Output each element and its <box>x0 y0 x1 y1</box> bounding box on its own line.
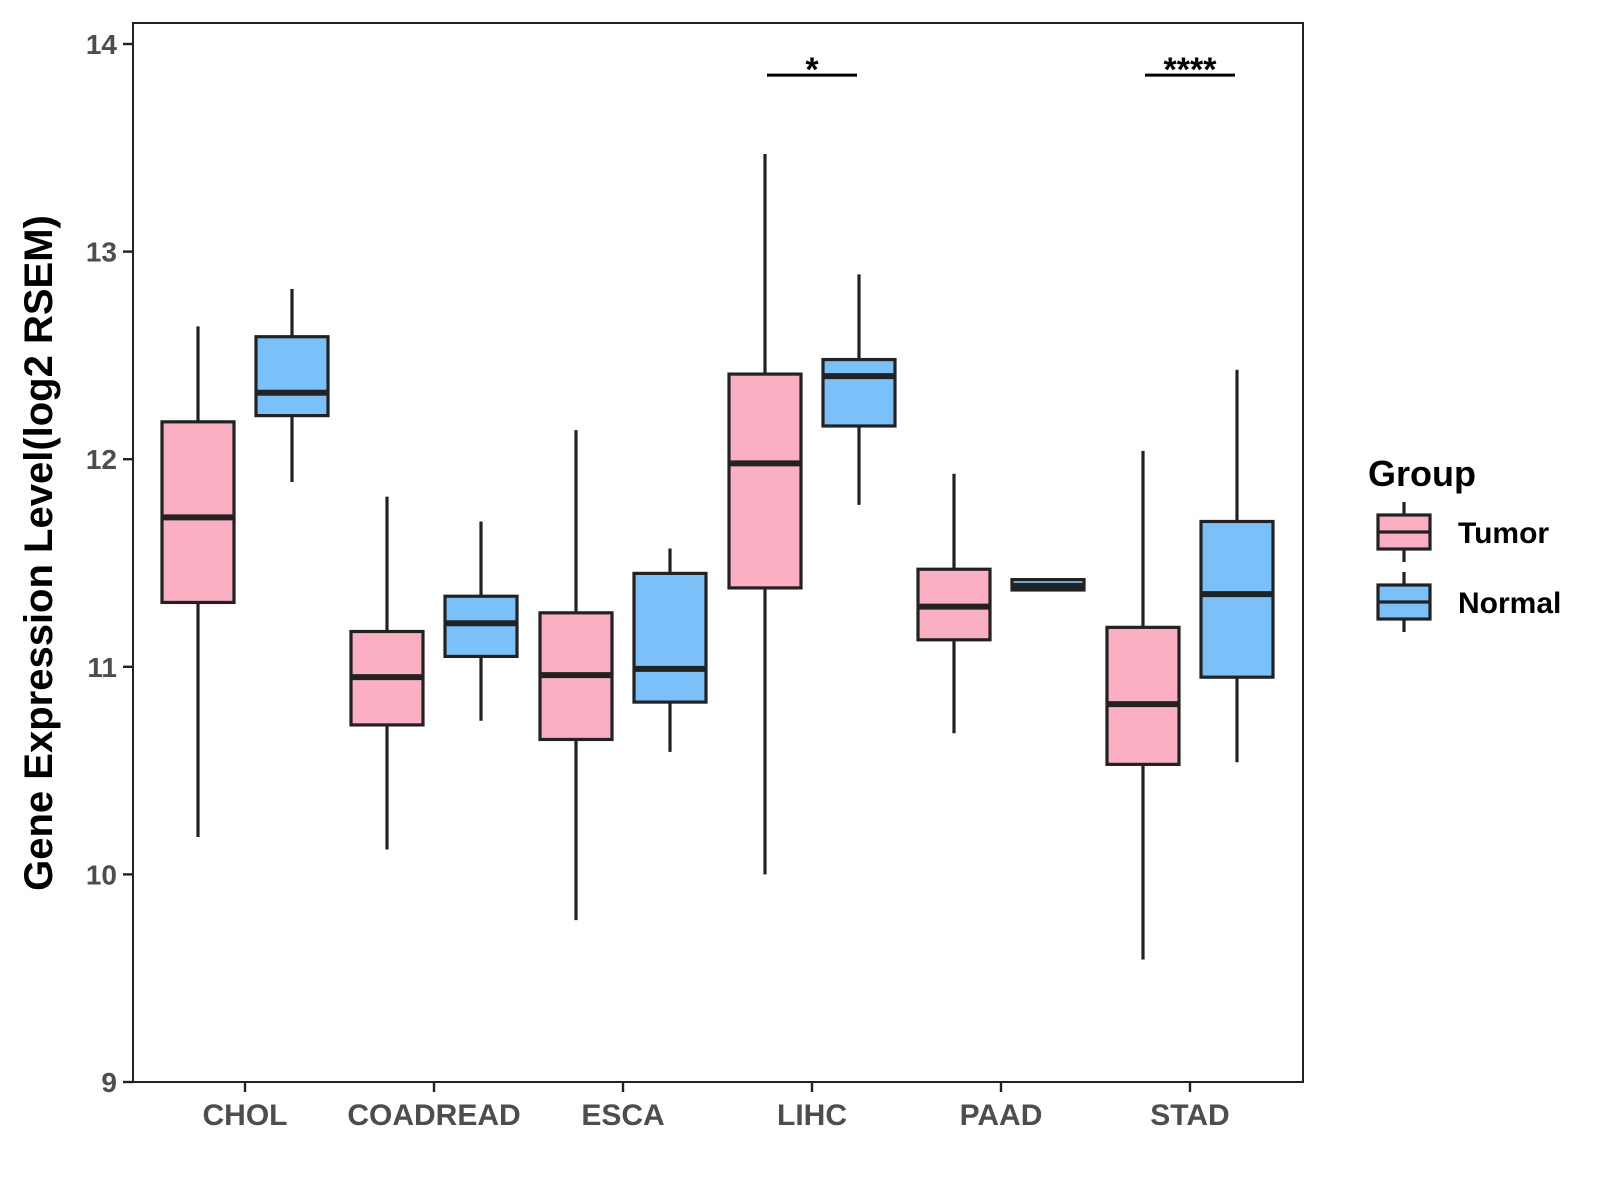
plot-panel-border <box>132 22 1304 1083</box>
box-body <box>1199 519 1275 679</box>
legend-item-tumor: Tumor <box>1376 502 1549 562</box>
legend-label: Normal <box>1458 587 1561 620</box>
box-normal-paad <box>1010 578 1086 592</box>
box-tumor-lihc <box>727 154 803 875</box>
y-tick-label: 11 <box>87 652 117 683</box>
significance-label: * <box>805 51 819 89</box>
x-tick-label: COADREAD <box>347 1099 520 1132</box>
box-tumor-paad <box>916 473 992 734</box>
box-body <box>632 571 708 704</box>
box-body <box>1105 625 1181 766</box>
box-normal-esca <box>632 548 708 752</box>
y-tick-label: 12 <box>86 444 117 475</box>
x-tick-label: ESCA <box>581 1099 664 1132</box>
significance-label: **** <box>1164 51 1218 89</box>
legend: Group Tumor Normal <box>1368 453 1561 632</box>
legend-item-normal: Normal <box>1376 572 1561 632</box>
y-tick-label: 14 <box>86 29 118 60</box>
box-normal-chol <box>254 288 330 483</box>
box-tumor-coadread <box>349 496 425 850</box>
box-body <box>160 420 236 605</box>
y-tick-label: 9 <box>101 1067 117 1098</box>
legend-title: Group <box>1368 453 1476 494</box>
plot-layer: 9 10 11 12 13 14 CHOL COADREAD ESCA LIHC PAAD STAD *… <box>86 22 1304 1132</box>
x-tick-label: PAAD <box>960 1099 1043 1132</box>
box-body <box>254 335 330 418</box>
x-tick-label: STAD <box>1150 1099 1229 1132</box>
box-normal-stad <box>1199 369 1275 763</box>
y-tick-label: 10 <box>86 859 117 890</box>
box-tumor-stad <box>1105 450 1181 960</box>
box-normal-lihc <box>821 274 897 505</box>
box-normal-coadread <box>443 521 519 721</box>
box-tumor-chol <box>160 326 236 838</box>
box-body <box>727 372 803 590</box>
box-body <box>443 594 519 659</box>
x-tick-label: LIHC <box>777 1099 847 1132</box>
x-tick-label: CHOL <box>203 1099 288 1132</box>
legend-label: Tumor <box>1458 517 1549 550</box>
y-axis-label: Gene Expression Level(log2 RSEM) <box>17 215 61 891</box>
box-tumor-esca <box>538 430 614 921</box>
box-body <box>821 357 897 428</box>
y-tick-label: 13 <box>86 237 117 268</box>
